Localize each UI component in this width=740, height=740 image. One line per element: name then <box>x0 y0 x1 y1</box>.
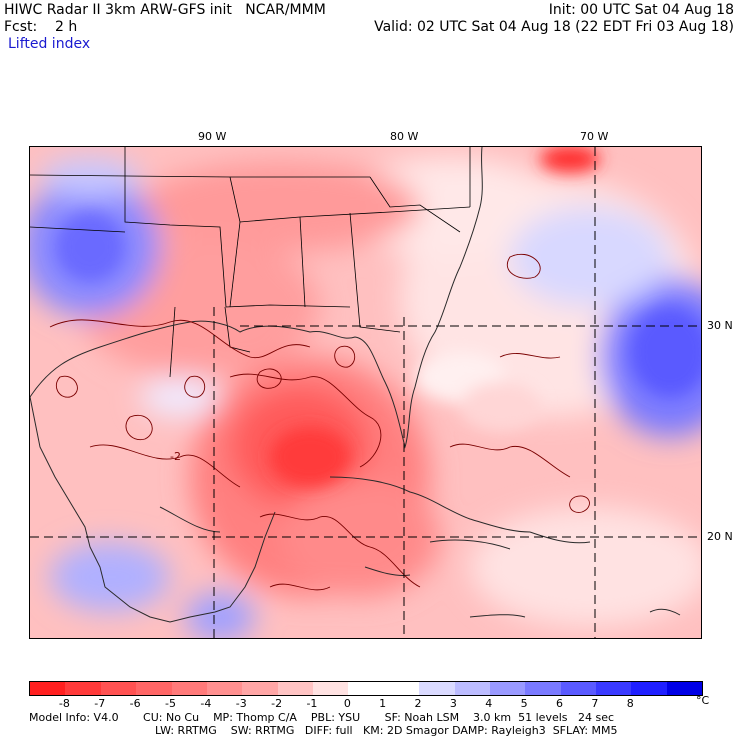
model-info-line1: Model Info: V4.0 CU: No Cu MP: Thomp C/A… <box>29 711 615 724</box>
colorbar <box>29 681 703 696</box>
lon-label-80w: 80 W <box>390 130 419 143</box>
colorbar-cell <box>171 682 207 695</box>
graticule <box>30 147 701 638</box>
colorbar-cell <box>313 682 349 695</box>
colorbar-cell <box>596 682 632 695</box>
colorbar-tick-label: -2 <box>271 697 283 710</box>
colorbar-tick-label: -3 <box>235 697 247 710</box>
colorbar-cell <box>525 682 561 695</box>
colorbar-cell <box>454 682 490 695</box>
lat-label-20n: 20 N <box>707 530 733 543</box>
colorbar-cell <box>136 682 172 695</box>
colorbar-cell <box>666 682 703 695</box>
colorbar-cell <box>383 682 420 695</box>
colorbar-tick-label: 5 <box>520 697 528 710</box>
colorbar-tick-label: 2 <box>414 697 422 710</box>
state-borders <box>30 147 471 378</box>
contour-lines <box>49 253 590 591</box>
coastlines <box>30 147 681 623</box>
colorbar-cell <box>348 682 384 695</box>
colorbar-tick-label: -4 <box>200 697 212 710</box>
lon-label-90w: 90 W <box>198 130 227 143</box>
colorbar-tick-label: -5 <box>164 697 176 710</box>
model-info-line2: LW: RRTMG SW: RRTMG DIFF: full KM: 2D Sm… <box>155 724 618 737</box>
field-name: Lifted index <box>8 36 91 52</box>
colorbar-tick-label: 7 <box>591 697 599 710</box>
colorbar-cell <box>206 682 243 695</box>
colorbar-tick-label: -8 <box>58 697 70 710</box>
colorbar-cell <box>277 682 313 695</box>
colorbar-tick-label: 0 <box>343 697 351 710</box>
colorbar-tick-label: 4 <box>485 697 493 710</box>
forecast-hour: Fcst: 2 h <box>4 19 78 35</box>
lat-label-30n: 30 N <box>707 319 733 332</box>
colorbar-tick-label: -1 <box>306 697 318 710</box>
colorbar-cell <box>631 682 667 695</box>
colorbar-cell <box>560 682 596 695</box>
contour-label: -2 <box>170 450 181 463</box>
map-canvas: -2 <box>30 147 701 638</box>
colorbar-cell <box>100 682 137 695</box>
colorbar-tick-label: 6 <box>556 697 564 710</box>
map-title: HIWC Radar II 3km ARW-GFS init NCAR/MMM <box>4 2 326 18</box>
colorbar-tick-label: 3 <box>449 697 457 710</box>
colorbar-cell <box>65 682 101 695</box>
colorbar-unit: °C <box>696 694 710 707</box>
colorbar-tick-label: 8 <box>626 697 634 710</box>
init-time: Init: 00 UTC Sat 04 Aug 18 <box>548 2 734 18</box>
lon-label-70w: 70 W <box>580 130 609 143</box>
valid-time: Valid: 02 UTC Sat 04 Aug 18 (22 EDT Fri … <box>374 19 734 35</box>
colorbar-cell <box>30 682 66 695</box>
colorbar-tick-label: -6 <box>129 697 141 710</box>
colorbar-cell <box>489 682 526 695</box>
lifted-index-map: -2 <box>29 146 702 639</box>
colorbar-tick-label: 1 <box>379 697 387 710</box>
colorbar-cell <box>419 682 455 695</box>
colorbar-tick-label: -7 <box>94 697 106 710</box>
colorbar-cell <box>242 682 278 695</box>
